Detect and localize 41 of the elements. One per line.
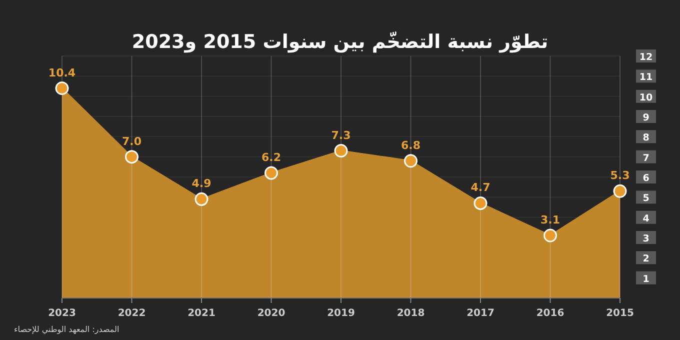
data-label: 7.3 [331, 128, 351, 142]
x-tick-label: 2017 [466, 308, 494, 319]
y-tick-label: 4 [642, 213, 650, 224]
x-tick-label: 2015 [606, 308, 634, 319]
y-tick-label: 2 [642, 254, 650, 265]
point [194, 192, 208, 206]
point [474, 196, 488, 210]
data-label: 7.0 [122, 134, 142, 148]
y-tick-label: 10 [639, 92, 653, 104]
x-tick-label: 2023 [48, 308, 76, 319]
x-tick-label: 2020 [257, 308, 286, 319]
data-label: 6.8 [401, 138, 420, 152]
text: المصدر: المعهد الوطني للإحصاء [14, 325, 120, 334]
y-tick-label: 8 [642, 132, 650, 144]
data-label: 6.2 [262, 150, 281, 164]
x-tick-label: 2022 [118, 308, 146, 319]
point [404, 154, 418, 168]
point [613, 184, 627, 198]
point [264, 166, 278, 180]
y-tick-label: 7 [642, 152, 650, 164]
y-tick-label: 6 [642, 173, 650, 184]
y-tick-label: 1 [642, 274, 650, 285]
y-tick-label: 9 [642, 112, 650, 124]
x-tick-label: 2019 [327, 308, 355, 319]
data-label: 10.4 [48, 66, 76, 80]
point [334, 144, 348, 158]
x-tick-label: 2021 [188, 308, 216, 319]
x-tick-label: 2018 [396, 308, 425, 319]
data-label: 4.7 [470, 181, 490, 194]
point [55, 82, 69, 96]
y-tick-label: 12 [639, 52, 653, 63]
point [125, 150, 138, 164]
x-tick-label: 2016 [536, 308, 564, 319]
data-label: 3.1 [540, 213, 560, 226]
chart-title: تطوّر نسبة التضخّم بين سنوات 2015 و2023 [132, 31, 548, 53]
data-label: 5.3 [610, 169, 630, 182]
y-tick-label: 11 [639, 72, 653, 84]
data-label: 4.9 [192, 177, 212, 190]
y-tick-label: 5 [642, 193, 650, 204]
point [544, 228, 557, 242]
y-tick-label: 3 [642, 234, 650, 244]
